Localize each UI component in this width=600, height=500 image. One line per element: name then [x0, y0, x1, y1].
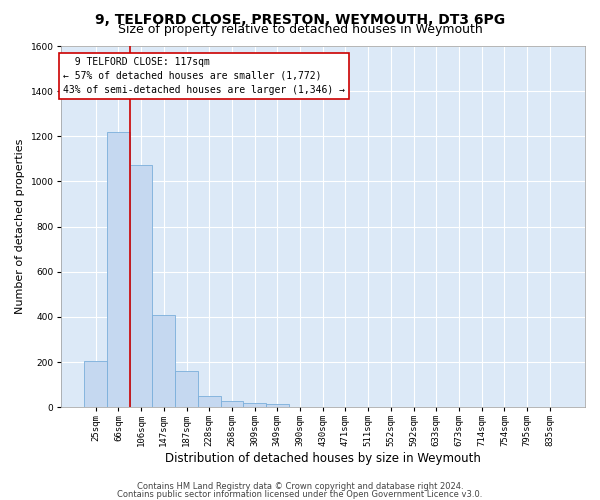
- Bar: [130, 164, 152, 407]
- Bar: [152, 314, 175, 407]
- Bar: [266, 404, 289, 407]
- Text: Size of property relative to detached houses in Weymouth: Size of property relative to detached ho…: [118, 22, 482, 36]
- Bar: [221, 401, 243, 407]
- Bar: [107, 132, 130, 407]
- Bar: [243, 403, 266, 407]
- Bar: [85, 361, 107, 407]
- Text: Contains public sector information licensed under the Open Government Licence v3: Contains public sector information licen…: [118, 490, 482, 499]
- X-axis label: Distribution of detached houses by size in Weymouth: Distribution of detached houses by size …: [165, 452, 481, 465]
- Bar: [198, 396, 221, 407]
- Text: 9, TELFORD CLOSE, PRESTON, WEYMOUTH, DT3 6PG: 9, TELFORD CLOSE, PRESTON, WEYMOUTH, DT3…: [95, 12, 505, 26]
- Text: 9 TELFORD CLOSE: 117sqm  
← 57% of detached houses are smaller (1,772)
43% of se: 9 TELFORD CLOSE: 117sqm ← 57% of detache…: [63, 57, 345, 95]
- Y-axis label: Number of detached properties: Number of detached properties: [15, 139, 25, 314]
- Text: Contains HM Land Registry data © Crown copyright and database right 2024.: Contains HM Land Registry data © Crown c…: [137, 482, 463, 491]
- Bar: [175, 371, 198, 407]
